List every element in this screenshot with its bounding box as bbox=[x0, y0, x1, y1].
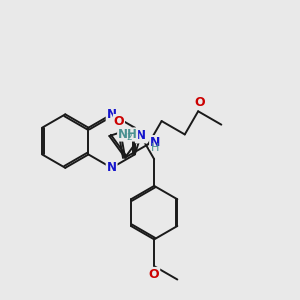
Text: N: N bbox=[136, 130, 146, 142]
Text: O: O bbox=[149, 268, 160, 281]
Text: NH: NH bbox=[118, 128, 137, 141]
Text: N: N bbox=[106, 161, 117, 174]
Text: H: H bbox=[151, 143, 159, 153]
Text: N: N bbox=[106, 108, 117, 121]
Text: 2: 2 bbox=[127, 133, 132, 142]
Text: N: N bbox=[150, 136, 160, 149]
Text: O: O bbox=[194, 96, 205, 109]
Text: O: O bbox=[114, 115, 124, 128]
